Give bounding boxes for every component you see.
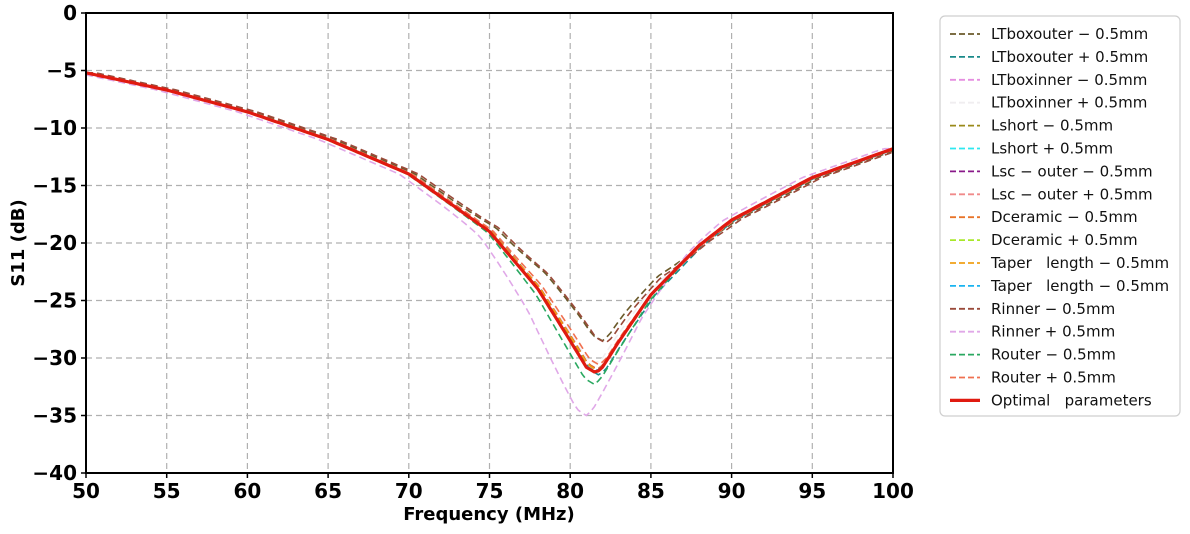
x-tick-label: 60 [233,479,261,503]
x-axis: 50 55 60 65 70 75 80 85 90 95 100 [72,473,914,503]
y-tick-label: 0 [63,1,77,25]
series-line-0 [86,72,894,342]
y-tick-label: −30 [32,346,77,370]
x-tick-label: 55 [153,479,181,503]
x-tick-label: 85 [637,479,665,503]
legend-label-12: Rinner − 0.5mm [991,300,1115,318]
legend: LTboxouter − 0.5mm LTboxouter + 0.5mm LTbo… [939,15,1181,417]
y-tick-label: −10 [32,116,77,140]
x-tick-label: 100 [872,479,914,503]
y-tick-label: −20 [32,231,77,255]
legend-label-11: Taper length − 0.5mm [990,277,1169,295]
y-tick-label: −25 [32,289,77,313]
y-axis-title: S11 (dB) [8,199,29,286]
legend-label-16: Optimal parameters [991,391,1152,409]
legend-label-5: Lshort + 0.5mm [991,140,1113,158]
legend-label-1: LTboxouter + 0.5mm [991,48,1148,66]
x-tick-label: 70 [395,479,423,503]
x-tick-label: 90 [718,479,746,503]
y-tick-label: −5 [46,59,77,83]
legend-label-7: Lsc − outer + 0.5mm [991,185,1153,203]
x-tick-label: 75 [476,479,504,503]
series-line-13 [85,74,893,417]
legend-label-13: Rinner + 0.5mm [991,323,1115,341]
legend-label-0: LTboxouter − 0.5mm [991,25,1148,43]
y-tick-label: −15 [32,174,77,198]
x-axis-title: Frequency (MHz) [403,504,575,525]
legend-label-10: Taper length − 0.5mm [990,254,1169,272]
legend-label-14: Router − 0.5mm [991,346,1116,364]
x-tick-label: 95 [798,479,826,503]
legend-label-6: Lsc − outer − 0.5mm [991,162,1153,180]
x-tick-label: 50 [72,479,100,503]
legend-label-2: LTboxinner − 0.5mm [991,71,1147,89]
legend-label-15: Router + 0.5mm [991,369,1116,387]
series-line-12 [86,72,894,344]
legend-label-4: Lshort − 0.5mm [991,117,1113,135]
y-tick-label: −35 [32,404,77,428]
series-line-16 [85,71,894,374]
y-tick-label: −40 [32,461,77,485]
legend-box [939,15,1181,417]
y-axis: 0 −5 −10 −15 −20 −25 −30 −35 −40 [32,1,86,485]
legend-label-9: Dceramic + 0.5mm [991,231,1138,249]
x-tick-label: 80 [556,479,584,503]
x-tick-label: 65 [314,479,342,503]
legend-label-8: Dceramic − 0.5mm [991,208,1138,226]
legend-label-3: LTboxinner + 0.5mm [991,94,1147,112]
series-layer [85,71,894,417]
